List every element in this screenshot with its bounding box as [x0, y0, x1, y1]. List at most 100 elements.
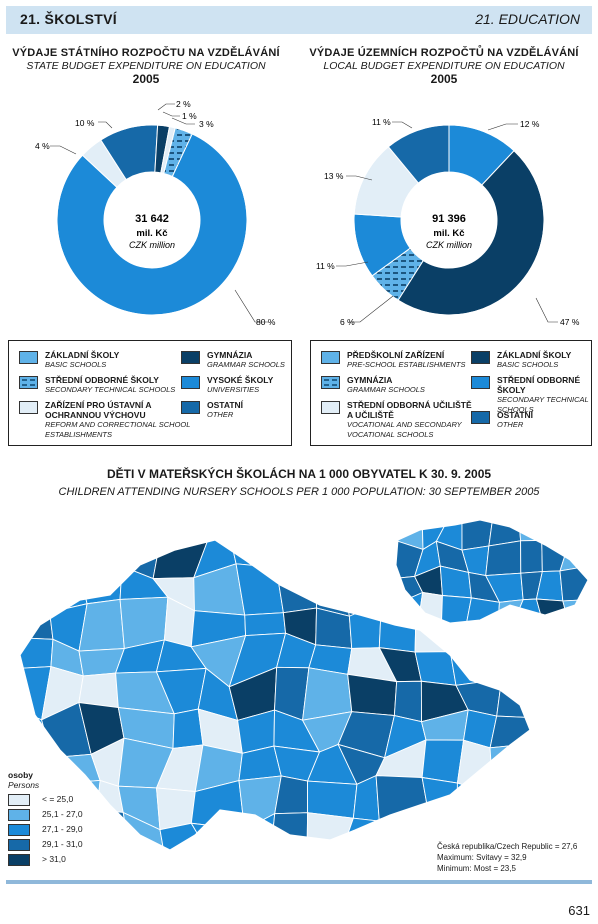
- district-region: [440, 595, 472, 623]
- local-slice-label-4: 13 %: [324, 171, 344, 181]
- state-slice-label-4: 1 %: [182, 111, 197, 121]
- district-region: [491, 614, 530, 649]
- legend-label-en: PRE-SCHOOL ESTABLISHMENTS: [347, 360, 466, 369]
- legend-label-cz: VYSOKÉ ŠKOLY: [207, 375, 274, 385]
- state-chart-year: 2005: [132, 72, 160, 86]
- legend-label-en: BASIC SCHOOLS: [45, 360, 107, 369]
- district-region: [559, 520, 588, 550]
- page-number: 631: [568, 903, 590, 918]
- district-region: [51, 540, 100, 576]
- local-chart-year: 2005: [430, 72, 458, 86]
- district-region: [497, 647, 530, 680]
- legend-swatch: [471, 376, 490, 389]
- district-region: [20, 563, 53, 613]
- local-chart-title: VÝDAJE ÚZEMNÍCH ROZPOČTŮ NA VZDĚLÁVÁNÍ: [309, 47, 579, 59]
- legend-swatch: [181, 401, 200, 414]
- district-map: [19, 519, 589, 851]
- map-legend-title-en: Persons: [8, 780, 40, 790]
- legend-label-cz: ZÁKLADNÍ ŠKOLY: [45, 350, 120, 360]
- state-center-unit-en: CZK million: [129, 240, 175, 250]
- district-region: [378, 601, 417, 653]
- district-region: [348, 601, 382, 649]
- district-region: [489, 742, 530, 795]
- legend-label-en: GRAMMAR SCHOOLS: [207, 360, 285, 369]
- district-region: [421, 739, 465, 784]
- legend-label-cz: STŘEDNÍ ODBORNÉ ŠKOLY: [45, 375, 159, 385]
- state-chart-title: VÝDAJE STÁTNÍHO ROZPOČTU NA VZDĚLÁVÁNÍ: [12, 47, 280, 59]
- district-region: [496, 670, 530, 719]
- district-region: [456, 782, 505, 829]
- local-chart-title-block: VÝDAJE ÚZEMNÍCH ROZPOČTŮ NA VZDĚLÁVÁNÍ L…: [304, 47, 584, 87]
- district-region: [231, 812, 276, 850]
- legend-swatch: [321, 351, 340, 364]
- state-center-value: 31 642: [135, 213, 169, 225]
- legend-label-en: VOCATIONAL AND SECONDARY VOCATIONAL SCHO…: [347, 420, 462, 439]
- state-slice-label-2: 10 %: [75, 118, 95, 128]
- district-region: [393, 680, 422, 723]
- district-region: [235, 563, 284, 616]
- legend-swatch: [19, 401, 38, 414]
- district-region: [485, 540, 522, 577]
- legend-label-en: SECONDARY TECHNICAL SCHOOLS: [45, 385, 176, 394]
- map-legend-class-1: 25,1 - 27,0: [8, 809, 88, 821]
- legend-swatch: [19, 351, 38, 364]
- district-region: [449, 647, 503, 686]
- legend-label-en: OTHER: [497, 420, 524, 429]
- district-region: [302, 667, 353, 721]
- state-center-unit: mil. Kč: [136, 228, 167, 239]
- district-region: [456, 739, 494, 795]
- footer-bar: [6, 880, 592, 884]
- state-slice-label-3: 2 %: [176, 99, 191, 109]
- inset-border: [395, 519, 589, 624]
- legend-swatch-dashed: [19, 376, 38, 389]
- district-region: [271, 540, 318, 574]
- local-leader-lines: [336, 121, 558, 323]
- donut0-outline: [56, 124, 248, 316]
- local-slice-label-2: 6 %: [340, 317, 355, 327]
- district-region: [562, 599, 588, 623]
- district-region: [520, 539, 543, 574]
- legend-label-cz: GYMNÁZIA: [207, 350, 253, 360]
- district-region: [497, 599, 524, 623]
- legend-swatch: [471, 351, 490, 364]
- map-subtitle: CHILDREN ATTENDING NURSERY SCHOOLS PER 1…: [58, 486, 540, 498]
- district-region: [311, 540, 353, 574]
- district-region: [378, 820, 432, 850]
- legend-label-cz: STŘEDNÍ ODBORNÁ UČILIŠTĚ A UČILIŠTĚ: [347, 400, 472, 420]
- map-legend-title: osoby: [8, 770, 34, 780]
- district-region: [244, 612, 287, 637]
- legend-swatch: [181, 376, 200, 389]
- legend-label-cz: OSTATNÍ: [497, 410, 534, 420]
- district-region: [518, 520, 545, 542]
- country-border: [19, 539, 531, 851]
- legend-label-en: GRAMMAR SCHOOLS: [347, 385, 425, 394]
- state-budget-donut: [56, 124, 248, 316]
- legend-label-cz: ZÁKLADNÍ ŠKOLY: [497, 350, 572, 360]
- state-slice-label-0: 80 %: [256, 317, 276, 327]
- district-region: [492, 772, 530, 818]
- legend-label-en: REFORM AND CORRECTIONAL SCHOOL ESTABLISH…: [45, 420, 191, 439]
- inset-map-regions: [396, 520, 588, 623]
- note-min: Minimum: Most = 23,5: [437, 864, 516, 873]
- note-max: Maximum: Svitavy = 32,9: [437, 853, 527, 862]
- chapter-title-en: 21. EDUCATION: [475, 11, 580, 27]
- local-center-value: 91 396: [432, 213, 466, 225]
- legend-label-en: OTHER: [207, 410, 234, 419]
- local-slice-label-5: 11 %: [372, 117, 391, 127]
- note-total: Česká republika/Czech Republic = 27,6: [437, 842, 578, 851]
- map-title: DĚTI V MATEŘSKÝCH ŠKOLÁCH NA 1 000 OBYVA…: [106, 467, 492, 481]
- legend-label-en: UNIVERSITIES: [207, 385, 260, 394]
- map-legend-class-2: 27,1 - 29,0: [8, 824, 88, 836]
- local-budget-donut: [353, 124, 545, 316]
- map-legend-class-3: 29,1 - 31,0: [8, 839, 88, 851]
- map-notes: Česká republika/Czech Republic = 27,6 Ma…: [437, 841, 577, 874]
- legend-label-cz: OSTATNÍ: [207, 400, 244, 410]
- local-chart-subtitle: LOCAL BUDGET EXPENDITURE ON EDUCATION: [323, 60, 565, 72]
- local-slice-label-0: 12 %: [520, 119, 540, 129]
- state-slice-label-1: 4 %: [35, 141, 50, 151]
- legend-swatch: [471, 411, 490, 424]
- local-slice-label-3: 11 %: [316, 261, 335, 271]
- district-region: [559, 565, 588, 602]
- state-legend: ZÁKLADNÍ ŠKOLY BASIC SCHOOLS STŘEDNÍ ODBO…: [8, 340, 292, 446]
- district-region: [396, 591, 424, 623]
